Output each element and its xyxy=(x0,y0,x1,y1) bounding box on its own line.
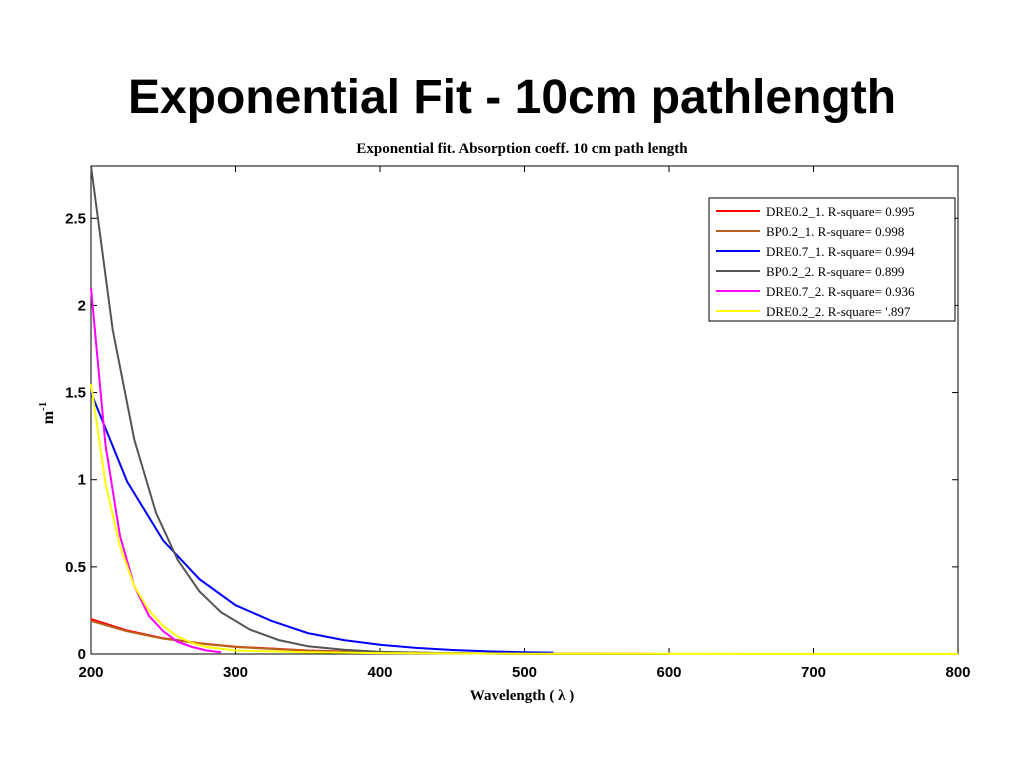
y-tick-label: 1 xyxy=(78,472,86,489)
legend-label: DRE0.2_2. R-square= '.897 xyxy=(766,304,911,319)
legend-label: BP0.2_2. R-square= 0.899 xyxy=(766,264,904,279)
y-tick-label: 2.5 xyxy=(65,210,86,227)
x-tick-label: 600 xyxy=(656,664,681,681)
y-tick-label: 2 xyxy=(78,297,86,314)
y-axis-label: m-1 xyxy=(37,402,57,425)
legend-label: DRE0.7_1. R-square= 0.994 xyxy=(766,244,915,259)
legend-label: BP0.2_1. R-square= 0.998 xyxy=(766,224,904,239)
x-tick-label: 800 xyxy=(945,664,970,681)
x-tick-label: 700 xyxy=(801,664,826,681)
legend-label: DRE0.2_1. R-square= 0.995 xyxy=(766,204,915,219)
chart-title: Exponential fit. Absorption coeff. 10 cm… xyxy=(356,141,688,157)
series-line-2 xyxy=(90,392,554,654)
x-tick-label: 300 xyxy=(223,664,248,681)
y-tick-label: 0 xyxy=(78,646,86,663)
x-tick-label: 200 xyxy=(78,664,103,681)
x-tick-label: 400 xyxy=(367,664,392,681)
x-tick-label: 500 xyxy=(512,664,537,681)
y-tick-label: 0.5 xyxy=(65,559,86,576)
series-line-4 xyxy=(90,287,222,654)
x-axis: 200 300 400 500 600 700 800 xyxy=(78,166,971,681)
y-axis-label-exponent: -1 xyxy=(37,402,49,411)
y-axis: 0 0.5 1 1.5 2 2.5 xyxy=(65,210,958,663)
series-line-5 xyxy=(90,383,958,655)
legend-label: DRE0.7_2. R-square= 0.936 xyxy=(766,284,915,299)
legend: DRE0.2_1. R-square= 0.995 BP0.2_1. R-squa… xyxy=(708,197,956,322)
y-tick-label: 1.5 xyxy=(65,385,86,402)
slide-title: Exponential Fit - 10cm pathlength xyxy=(127,71,897,124)
y-axis-label-group: m-1 xyxy=(37,402,57,425)
y-axis-label-base: m xyxy=(40,410,57,424)
x-axis-label: Wavelength ( λ ) xyxy=(470,688,574,704)
legend-box xyxy=(708,197,956,322)
series-lines xyxy=(90,165,958,655)
